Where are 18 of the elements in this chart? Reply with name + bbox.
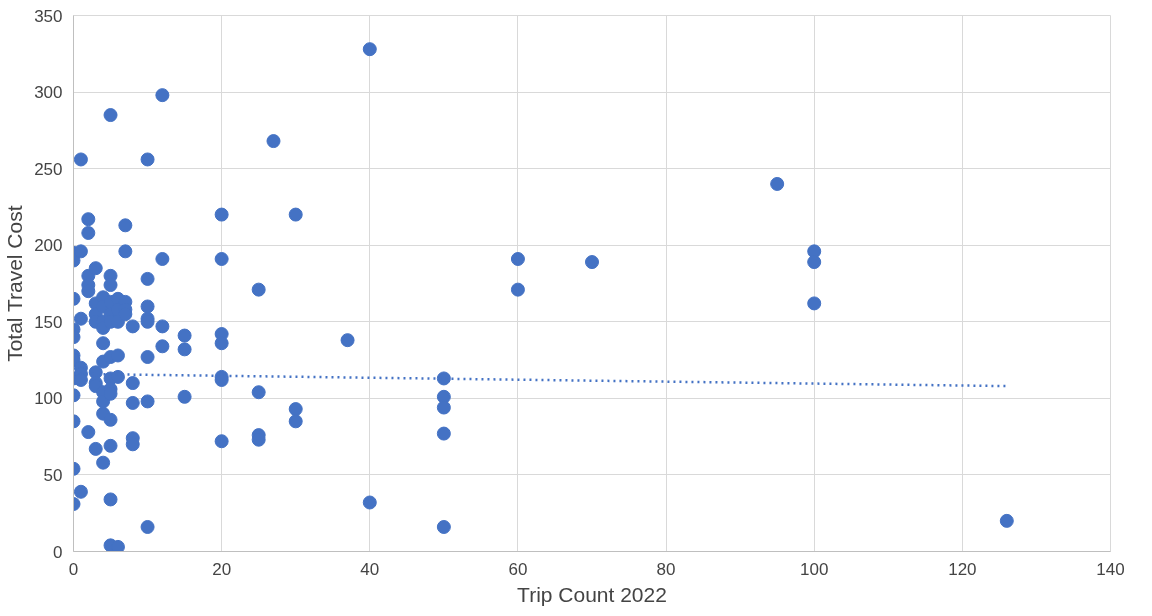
y-tick-label: 150 (34, 312, 63, 332)
x-axis-title: Trip Count 2022 (517, 582, 667, 606)
x-tick-label: 140 (1096, 559, 1125, 579)
x-tick-label: 80 (656, 559, 676, 579)
y-tick-label: 250 (34, 159, 63, 179)
y-tick-label: 300 (34, 83, 63, 103)
y-tick-label: 100 (34, 389, 63, 409)
x-tick-label: 20 (212, 559, 232, 579)
y-axis-title: Total Travel Cost (3, 205, 27, 362)
x-tick-label: 40 (360, 559, 380, 579)
x-tick-label: 60 (508, 559, 528, 579)
x-tick-label: 120 (948, 559, 977, 579)
y-tick-label: 0 (53, 542, 63, 562)
y-tick-label: 50 (43, 465, 63, 485)
y-tick-label: 200 (34, 236, 63, 256)
y-tick-label: 350 (34, 6, 63, 26)
x-tick-label: 100 (800, 559, 829, 579)
x-tick-label: 0 (68, 559, 79, 579)
